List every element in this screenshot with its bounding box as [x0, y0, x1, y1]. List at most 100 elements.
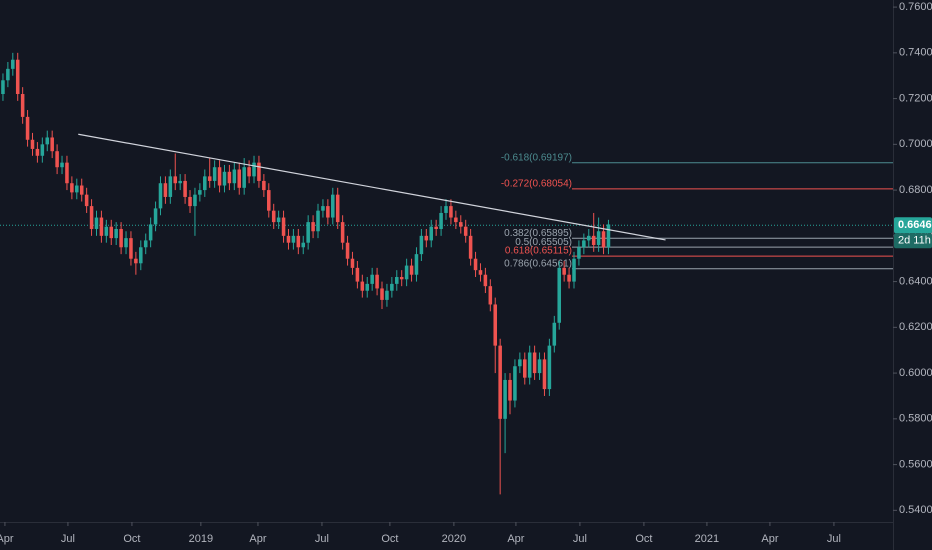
candle-body	[139, 247, 143, 264]
x-tick-label: Oct	[123, 533, 140, 545]
candle-body	[459, 222, 463, 227]
fib-level-label: -0.618(0.69197)	[501, 152, 572, 163]
candle-body	[478, 270, 483, 275]
candle-body	[35, 148, 40, 156]
candle-body	[345, 242, 350, 259]
x-tick-label: Jul	[315, 533, 329, 545]
x-tick-label: Apr	[507, 533, 524, 545]
candle-body	[596, 231, 601, 245]
candle-body	[306, 222, 310, 243]
candle-body	[532, 352, 537, 374]
candle-body	[84, 194, 89, 207]
candle-body	[168, 176, 173, 197]
candle-body	[449, 206, 453, 218]
candle-body	[25, 116, 30, 140]
candle-body	[493, 304, 498, 346]
candle-body	[591, 235, 596, 245]
candle-body	[222, 171, 227, 186]
candle-body	[542, 359, 547, 390]
candle-body	[404, 265, 409, 280]
x-tick-label: 2019	[189, 533, 213, 545]
candle-body	[503, 379, 507, 419]
candle-body	[89, 206, 94, 229]
candle-body	[399, 277, 404, 280]
countdown-tag	[894, 233, 932, 249]
candle-body	[188, 196, 192, 207]
candle-body	[340, 222, 345, 243]
candle-body	[212, 167, 217, 181]
candle-body	[562, 267, 566, 275]
candle-body	[601, 231, 606, 248]
candle-body	[296, 235, 301, 248]
candle-body	[178, 180, 182, 184]
candle-body	[419, 235, 424, 255]
candle-body	[375, 274, 379, 289]
last-price-tag	[894, 217, 932, 234]
candle-body	[582, 240, 586, 248]
candle-body	[79, 185, 84, 195]
candle-body	[55, 151, 59, 168]
candle-body	[65, 162, 69, 184]
candle-body	[537, 359, 542, 374]
candle-body	[1, 80, 5, 95]
candle-body	[454, 217, 458, 223]
fib-level-label: -0.272(0.68054)	[501, 178, 572, 189]
candle-body	[60, 162, 64, 168]
candle-body	[547, 345, 552, 390]
candle-body	[311, 222, 315, 232]
x-tick-label: Apr	[249, 533, 266, 545]
candle-body	[370, 274, 374, 284]
x-tick-label: Jul	[827, 533, 841, 545]
candle-body	[153, 208, 158, 225]
candle-body	[75, 185, 79, 193]
candle-body	[119, 228, 123, 248]
x-tick-label: 2020	[442, 533, 466, 545]
candle-body	[439, 212, 443, 229]
candle-body	[577, 247, 581, 259]
y-tick-label: 0.54000	[899, 504, 932, 516]
candle-body	[129, 238, 133, 259]
candle-body	[30, 139, 35, 149]
candle-body	[276, 217, 281, 223]
candle-body	[286, 235, 291, 243]
fib-level-label: 0.382(0.65895)	[504, 228, 572, 239]
candle-body	[518, 359, 522, 367]
candle-body	[134, 258, 138, 264]
countdown-label: 2d 11h	[898, 235, 931, 247]
candle-body	[94, 217, 99, 229]
fib-level-label: 0.618(0.65115)	[505, 246, 572, 257]
candle-body	[321, 206, 325, 211]
x-tick-label: Apr	[761, 533, 778, 545]
candle-body	[567, 274, 571, 282]
candle-body	[468, 235, 473, 259]
candle-body	[267, 190, 271, 211]
candle-body	[434, 226, 438, 229]
candle-body	[390, 283, 394, 291]
candle-body	[488, 286, 493, 305]
candle-body	[409, 265, 414, 275]
candle-body	[429, 226, 434, 241]
candle-body	[335, 194, 340, 223]
candle-body	[331, 194, 335, 218]
candle-body	[527, 352, 532, 378]
candle-body	[20, 94, 25, 117]
candle-body	[326, 206, 330, 218]
candle-body	[395, 277, 399, 284]
candle-body	[513, 366, 517, 401]
candle-body	[237, 169, 242, 188]
candle-body	[158, 183, 163, 209]
candle-body	[350, 258, 355, 268]
candle-body	[257, 162, 261, 181]
candle-body	[198, 190, 202, 195]
candle-body	[316, 210, 320, 232]
